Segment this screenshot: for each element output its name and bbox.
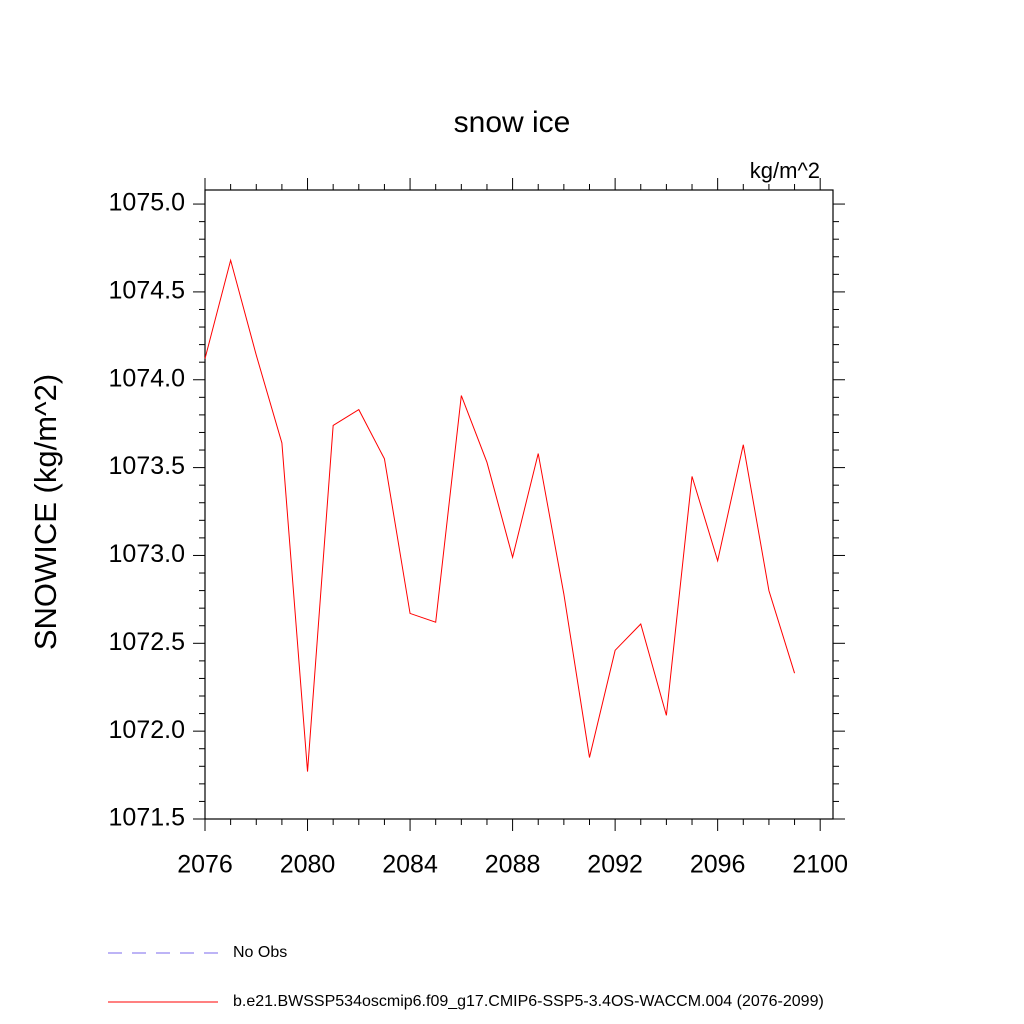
chart-title: snow ice [454, 106, 571, 139]
y-tick-label: 1074.0 [109, 364, 185, 392]
legend-label: No Obs [233, 944, 287, 961]
y-axis-title: SNOWICE (kg/m^2) [28, 374, 63, 650]
plot-frame [204, 189, 834, 820]
x-tick-label: 2084 [382, 851, 438, 879]
y-tick-label: 1074.5 [109, 277, 185, 305]
y-tick-label: 1073.0 [109, 540, 185, 568]
y-tick-label: 1072.0 [109, 716, 185, 744]
y-tick-label: 1073.5 [109, 452, 185, 480]
data-line [204, 258, 796, 772]
x-tick-label: 2100 [792, 851, 848, 879]
x-tick-label: 2092 [587, 851, 643, 879]
x-tick-label: 2088 [485, 851, 541, 879]
x-tick-label: 2080 [280, 851, 336, 879]
legend-label: b.e21.BWSSP534oscmip6.f09_g17.CMIP6-SSP5… [233, 993, 824, 1010]
y-tick-label: 1075.0 [109, 189, 185, 217]
units-label: kg/m^2 [750, 158, 820, 183]
y-tick-label: 1071.5 [109, 804, 185, 832]
x-tick-label: 2076 [177, 851, 233, 879]
y-tick-label: 1072.5 [109, 628, 185, 656]
x-tick-label: 2096 [690, 851, 746, 879]
